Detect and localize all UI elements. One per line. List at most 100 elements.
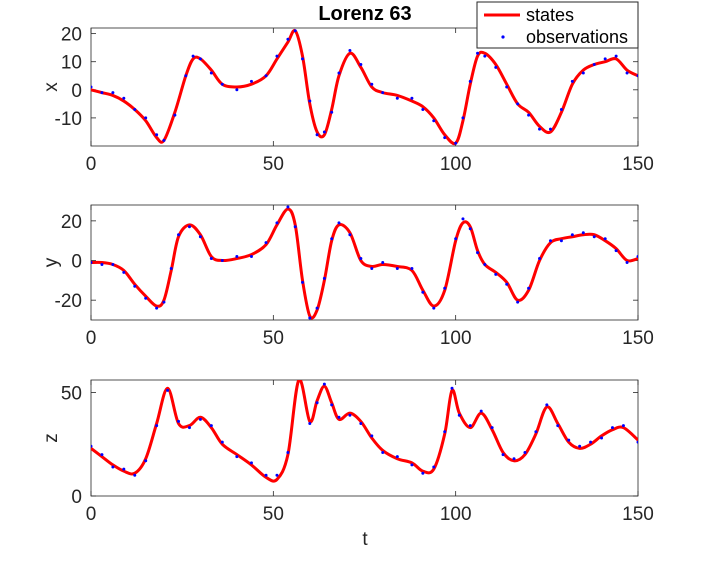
observation-point-y — [264, 241, 268, 245]
observation-point-y — [548, 239, 552, 243]
observation-point-x — [603, 57, 607, 61]
observation-point-x — [191, 54, 195, 58]
observation-point-y — [505, 282, 509, 286]
observation-point-z — [432, 465, 436, 469]
observation-point-y — [348, 233, 352, 237]
observation-point-z — [275, 473, 279, 477]
observation-point-z — [501, 453, 505, 457]
observation-point-x — [443, 136, 447, 140]
observation-point-x — [625, 71, 629, 75]
observation-point-x — [548, 127, 552, 131]
observation-point-y — [476, 251, 480, 255]
y-axis-label-z: z — [41, 433, 62, 443]
observation-point-x — [220, 82, 224, 86]
observation-point-y — [275, 221, 279, 225]
observation-point-x — [483, 54, 487, 58]
observation-point-z — [264, 473, 268, 477]
observation-point-y — [494, 272, 498, 276]
x-tick-label-z: 150 — [622, 504, 654, 525]
observation-point-y — [91, 261, 93, 264]
axes-box-z — [90, 379, 639, 497]
observation-point-x — [264, 74, 268, 78]
observation-point-z — [610, 426, 614, 430]
observation-point-y — [337, 221, 341, 225]
observation-point-z — [111, 465, 115, 469]
observation-point-x — [592, 63, 596, 67]
observation-point-x — [100, 91, 104, 95]
x-tick-label-z: 100 — [440, 504, 472, 525]
observation-point-z — [545, 403, 549, 407]
observation-point-y — [315, 306, 319, 310]
observation-point-z — [381, 451, 385, 454]
subplot-z: 0 50 100 150 0 50 z — [41, 379, 654, 525]
x-tick-label-y: 100 — [440, 328, 472, 349]
observation-point-z — [166, 388, 170, 392]
observation-point-y — [122, 270, 126, 274]
y-tick-label-x: 0 — [71, 81, 82, 102]
observation-point-y — [636, 255, 638, 259]
observation-point-x — [421, 107, 425, 111]
observation-point-z — [249, 461, 253, 465]
observation-point-x — [315, 133, 319, 137]
observation-point-x — [235, 88, 239, 92]
observation-point-y — [410, 266, 414, 270]
observation-point-x — [505, 85, 509, 89]
observation-point-y — [359, 257, 363, 261]
observation-point-x — [301, 57, 305, 61]
observation-point-y — [625, 261, 629, 264]
observation-point-x — [410, 96, 414, 100]
observation-point-y — [538, 257, 542, 261]
observation-point-z — [567, 438, 571, 442]
x-tick-label-y: 50 — [263, 328, 284, 349]
y-tick-label-y: 0 — [71, 252, 82, 273]
plot-area-z — [91, 380, 638, 483]
y-tick-label-x: 20 — [61, 25, 82, 46]
y-axis-label-x: x — [41, 82, 62, 92]
legend: states observations — [476, 1, 639, 49]
observation-point-z — [410, 463, 414, 467]
observation-point-y — [443, 286, 447, 290]
observation-point-x — [249, 79, 253, 83]
legend-box — [476, 1, 639, 49]
observation-point-z — [421, 471, 425, 475]
x-tick-label-y: 150 — [622, 328, 654, 349]
observation-point-x — [494, 65, 498, 69]
observation-point-z — [556, 424, 560, 428]
states-line-x — [91, 28, 638, 146]
x-tick-label-z: 50 — [263, 504, 284, 525]
observation-point-x — [570, 79, 574, 83]
observation-point-x — [111, 91, 115, 95]
observation-point-z — [395, 455, 399, 459]
observation-point-z — [490, 426, 494, 430]
observation-point-x — [155, 133, 159, 137]
observation-point-x — [337, 71, 341, 75]
observation-point-z — [209, 424, 213, 428]
observation-point-z — [198, 417, 202, 421]
observation-point-z — [144, 459, 148, 463]
observation-point-y — [249, 255, 253, 259]
observation-point-z — [457, 413, 461, 417]
observation-point-z — [359, 422, 363, 425]
observation-point-x — [286, 37, 290, 41]
observation-point-x — [162, 138, 166, 142]
observation-point-x — [381, 91, 385, 95]
observation-point-x — [581, 71, 585, 75]
x-axis-label: t — [362, 529, 368, 550]
observation-point-z — [512, 457, 516, 461]
observation-point-y — [177, 233, 181, 237]
observation-point-x — [636, 74, 638, 78]
observation-point-y — [293, 225, 297, 229]
observation-point-z — [187, 426, 191, 430]
observation-point-y — [322, 276, 326, 280]
observation-point-y — [286, 205, 290, 209]
observation-point-x — [432, 119, 436, 123]
x-tick-label-z: 0 — [86, 504, 97, 525]
y-tick-label-z: 0 — [71, 487, 82, 508]
y-tick-label-y: -20 — [55, 291, 82, 312]
plot-area-x — [91, 28, 638, 146]
observation-point-x — [144, 116, 148, 120]
observation-point-y — [614, 249, 618, 253]
observation-point-z — [589, 440, 593, 444]
